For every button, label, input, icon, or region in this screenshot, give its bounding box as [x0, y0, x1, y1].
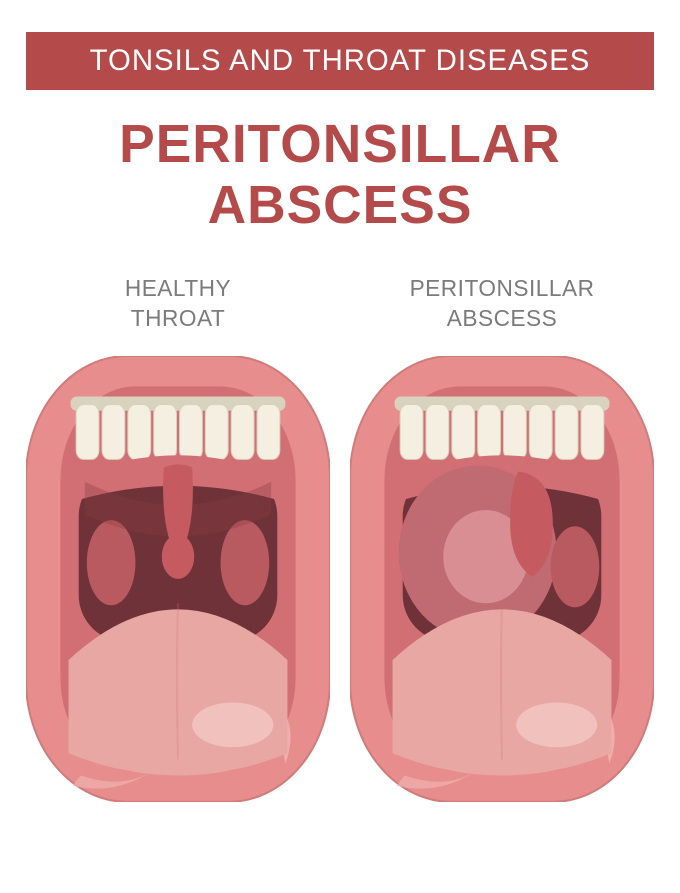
panel-healthy-label: HEALTHY THROAT	[26, 273, 330, 334]
panel-abscess: PERITONSILLAR ABSCESS	[350, 273, 654, 807]
mouth-illustration-healthy	[26, 356, 330, 802]
mouth-illustration-abscess	[350, 356, 654, 802]
panel-abscess-label: PERITONSILLAR ABSCESS	[350, 273, 654, 334]
title-line-1: PERITONSILLAR	[26, 114, 654, 175]
main-title: PERITONSILLAR ABSCESS	[26, 114, 654, 237]
panel-healthy: HEALTHY THROAT	[26, 273, 330, 807]
title-line-2: ABSCESS	[26, 175, 654, 236]
banner-text: TONSILS AND THROAT DISEASES	[90, 44, 591, 77]
comparison-pair: HEALTHY THROAT PERITONSILLAR ABSCESS	[26, 273, 654, 807]
header-banner: TONSILS AND THROAT DISEASES	[26, 32, 654, 90]
